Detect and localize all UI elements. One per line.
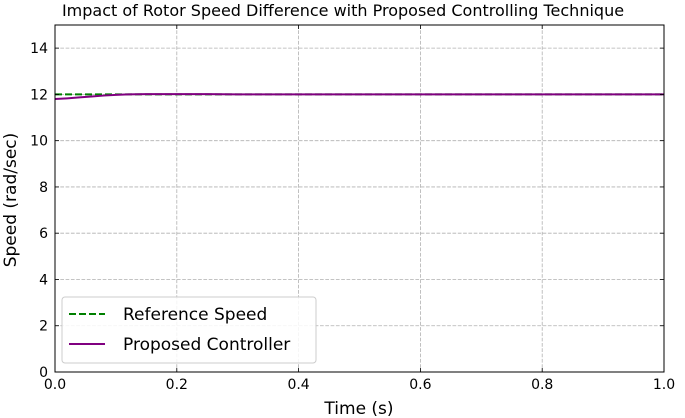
x-tick-label: 0.0 — [44, 377, 66, 393]
y-tick-label: 8 — [39, 180, 48, 196]
x-tick-label: 0.2 — [166, 377, 188, 393]
y-tick-label: 0 — [39, 365, 48, 381]
legend-label-1: Proposed Controller — [123, 335, 290, 355]
x-tick-label: 0.6 — [409, 377, 431, 393]
legend-label-0: Reference Speed — [123, 305, 267, 325]
y-tick-label: 4 — [39, 272, 48, 288]
legend: Reference Speed Proposed Controller — [61, 296, 317, 364]
y-tick-label: 10 — [30, 134, 48, 150]
ticks: 0.0 0.2 0.4 0.6 0.8 1.0 0 2 4 6 8 10 12 14 — [30, 25, 675, 393]
x-tick-label: 1.0 — [653, 377, 675, 393]
y-tick-label: 12 — [30, 87, 48, 103]
y-axis-label: Speed (rad/sec) — [1, 133, 21, 268]
chart-title: Impact of Rotor Speed Difference with Pr… — [62, 1, 624, 20]
legend-box — [61, 296, 317, 364]
x-tick-label: 0.4 — [287, 377, 309, 393]
y-tick-label: 2 — [39, 319, 48, 335]
x-tick-label: 0.8 — [531, 377, 553, 393]
series-layer — [54, 93, 664, 101]
plot-frame — [54, 24, 665, 373]
series-line-1 — [54, 93, 664, 101]
y-tick-label: 14 — [30, 41, 48, 57]
x-axis-label: Time (s) — [323, 399, 393, 418]
y-tick-label: 6 — [39, 226, 48, 242]
